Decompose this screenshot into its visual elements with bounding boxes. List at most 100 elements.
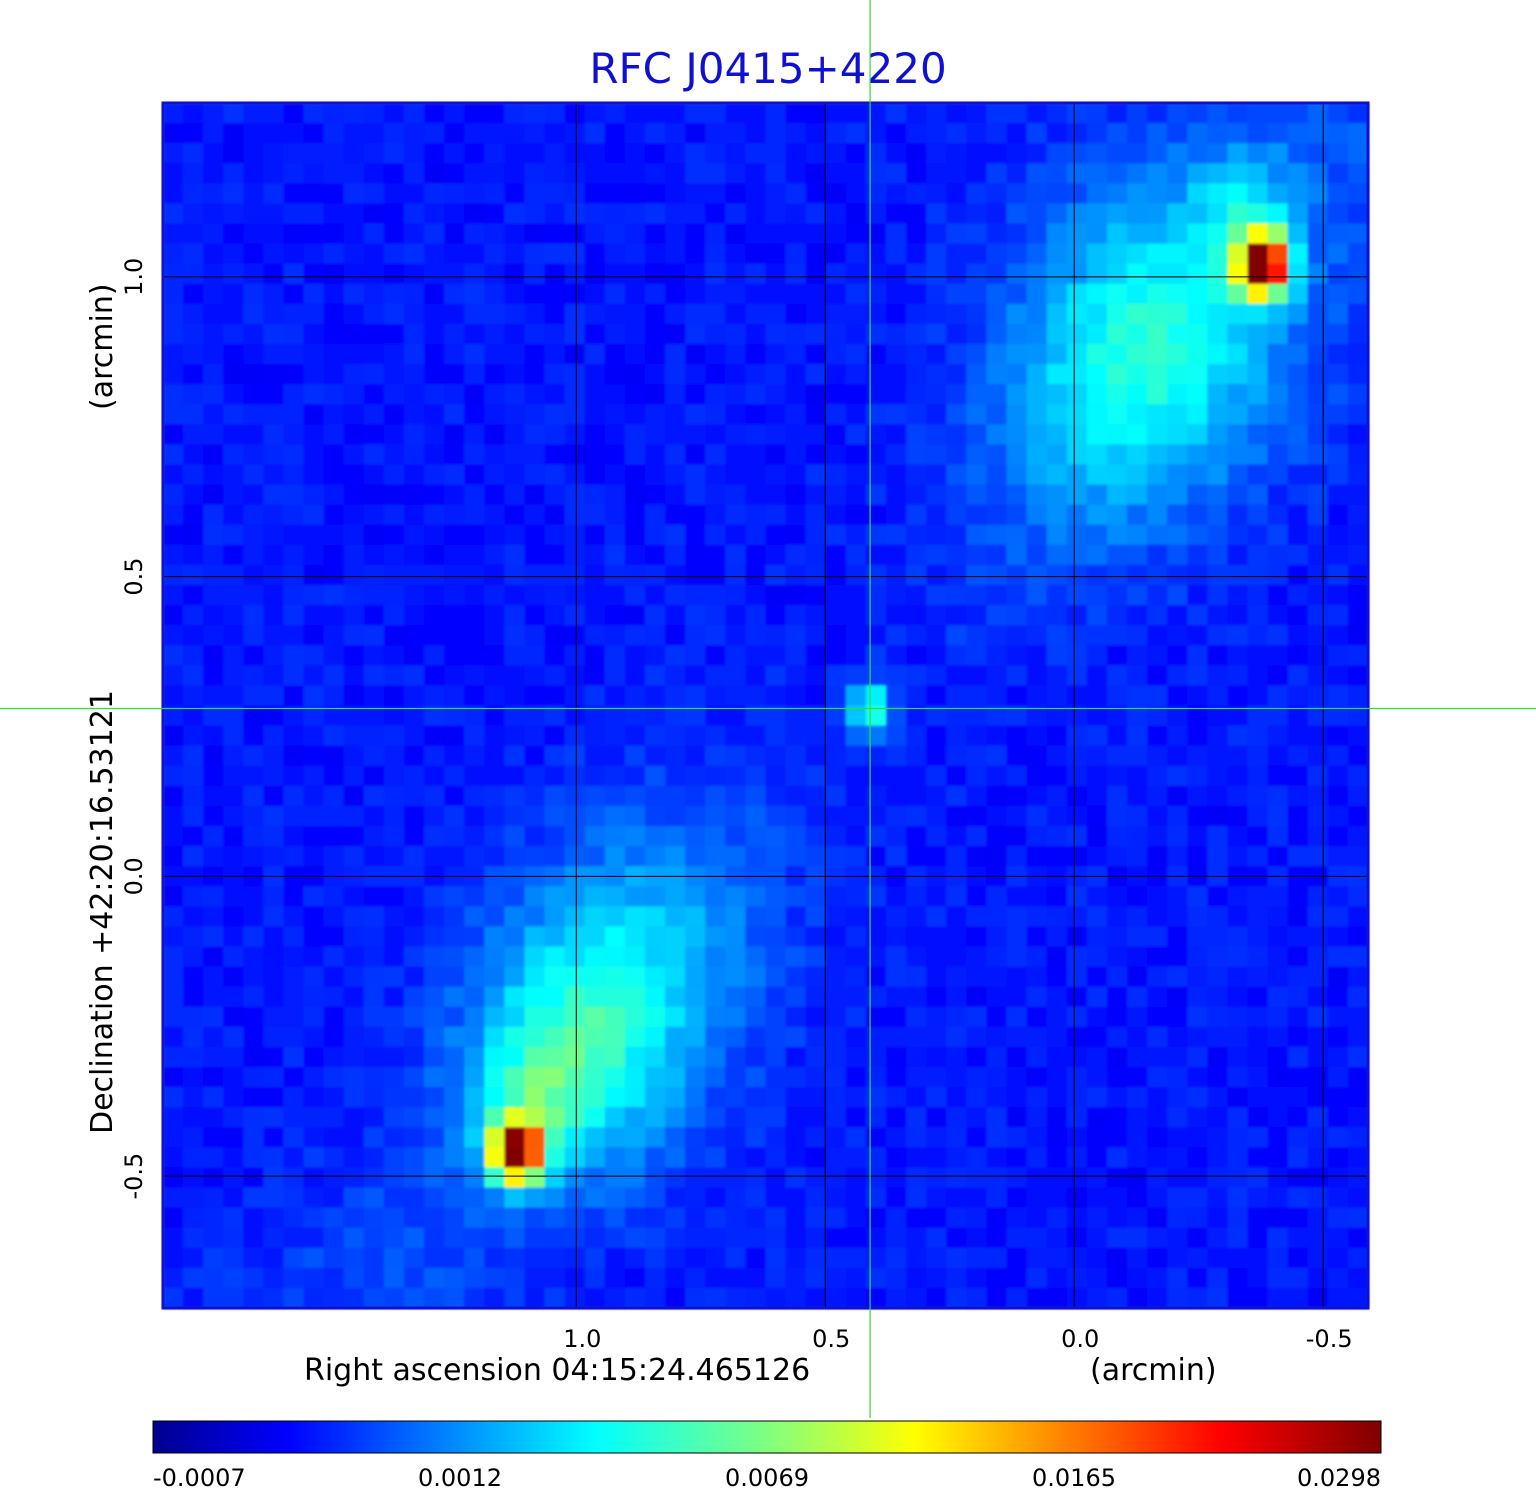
map-pixel <box>424 464 445 486</box>
map-pixel <box>765 966 787 988</box>
map-pixel <box>624 585 646 606</box>
map-pixel <box>906 1006 927 1028</box>
map-pixel <box>685 625 706 646</box>
map-pixel <box>524 1026 546 1048</box>
map-pixel <box>484 1006 506 1028</box>
map-pixel <box>604 464 626 486</box>
map-pixel <box>524 1127 546 1148</box>
map-pixel <box>725 183 747 205</box>
map-pixel <box>1127 424 1148 446</box>
map-pixel <box>765 263 787 285</box>
map-pixel <box>886 645 907 666</box>
map-pixel <box>223 283 244 305</box>
map-pixel <box>926 143 947 164</box>
map-pixel <box>745 283 767 305</box>
map-pixel <box>263 805 285 827</box>
map-pixel <box>1207 826 1229 847</box>
map-pixel <box>504 725 526 747</box>
map-pixel <box>163 1046 184 1068</box>
map-pixel <box>604 1006 626 1028</box>
map-pixel <box>946 504 967 526</box>
map-pixel <box>383 1067 405 1088</box>
map-pixel <box>564 725 586 747</box>
map-pixel <box>1267 906 1289 928</box>
map-pixel <box>645 1187 666 1209</box>
map-pixel <box>745 484 767 506</box>
map-pixel <box>745 364 767 385</box>
map-pixel <box>1207 1287 1229 1309</box>
map-pixel <box>1347 263 1369 285</box>
map-pixel <box>665 183 686 205</box>
map-pixel <box>825 625 847 646</box>
map-pixel <box>544 906 566 928</box>
map-pixel <box>745 986 767 1008</box>
map-pixel <box>464 826 485 847</box>
map-pixel <box>1026 1207 1048 1229</box>
map-pixel <box>544 805 566 827</box>
map-pixel <box>986 283 1008 305</box>
map-pixel <box>1307 1046 1329 1068</box>
map-pixel <box>1247 283 1269 305</box>
map-pixel <box>1207 243 1229 265</box>
map-pixel <box>986 1287 1008 1309</box>
map-pixel <box>223 163 244 184</box>
map-pixel <box>424 484 445 506</box>
map-pixel <box>283 123 305 144</box>
map-pixel <box>283 1287 305 1309</box>
map-pixel <box>383 846 405 867</box>
map-pixel <box>1287 1247 1309 1269</box>
map-pixel <box>705 444 726 466</box>
map-pixel <box>383 665 405 687</box>
map-pixel <box>343 1107 365 1128</box>
map-pixel <box>243 946 265 968</box>
map-pixel <box>283 564 305 586</box>
map-pixel <box>966 1187 988 1209</box>
map-pixel <box>1267 1247 1289 1269</box>
map-pixel <box>424 1167 445 1189</box>
map-pixel <box>464 1067 485 1088</box>
map-pixel <box>1247 1067 1269 1088</box>
map-pixel <box>223 1167 244 1189</box>
map-pixel <box>263 364 285 385</box>
map-pixel <box>584 605 606 626</box>
map-pixel <box>564 805 586 827</box>
map-pixel <box>765 464 787 486</box>
map-pixel <box>785 143 807 164</box>
map-pixel <box>464 665 485 687</box>
map-pixel <box>1106 705 1128 727</box>
map-pixel <box>1127 1147 1148 1169</box>
map-pixel <box>1287 424 1309 446</box>
map-pixel <box>1327 1107 1349 1128</box>
map-pixel <box>464 243 485 265</box>
map-pixel <box>1006 484 1028 506</box>
map-pixel <box>865 1026 887 1048</box>
map-pixel <box>243 1187 265 1209</box>
map-pixel <box>504 404 526 425</box>
map-pixel <box>424 1067 445 1088</box>
map-pixel <box>1046 1247 1068 1269</box>
map-pixel <box>363 1227 385 1249</box>
map-pixel <box>886 163 907 184</box>
map-pixel <box>1247 243 1269 265</box>
map-pixel <box>203 605 224 626</box>
map-pixel <box>685 1026 706 1048</box>
map-pixel <box>564 785 586 807</box>
map-pixel <box>1167 444 1188 466</box>
map-pixel <box>1147 103 1168 124</box>
map-pixel <box>886 966 907 988</box>
map-pixel <box>865 926 887 948</box>
map-pixel <box>1327 1147 1349 1169</box>
map-pixel <box>1086 544 1108 566</box>
map-pixel <box>926 966 947 988</box>
map-pixel <box>183 846 204 867</box>
map-pixel <box>1347 1127 1369 1148</box>
map-pixel <box>1227 926 1249 948</box>
map-pixel <box>1127 665 1148 687</box>
map-pixel <box>1086 805 1108 827</box>
map-pixel <box>685 1107 706 1128</box>
map-pixel <box>725 665 747 687</box>
map-pixel <box>1327 123 1349 144</box>
map-pixel <box>263 183 285 205</box>
map-pixel <box>1247 1046 1269 1068</box>
map-pixel <box>564 1227 586 1249</box>
